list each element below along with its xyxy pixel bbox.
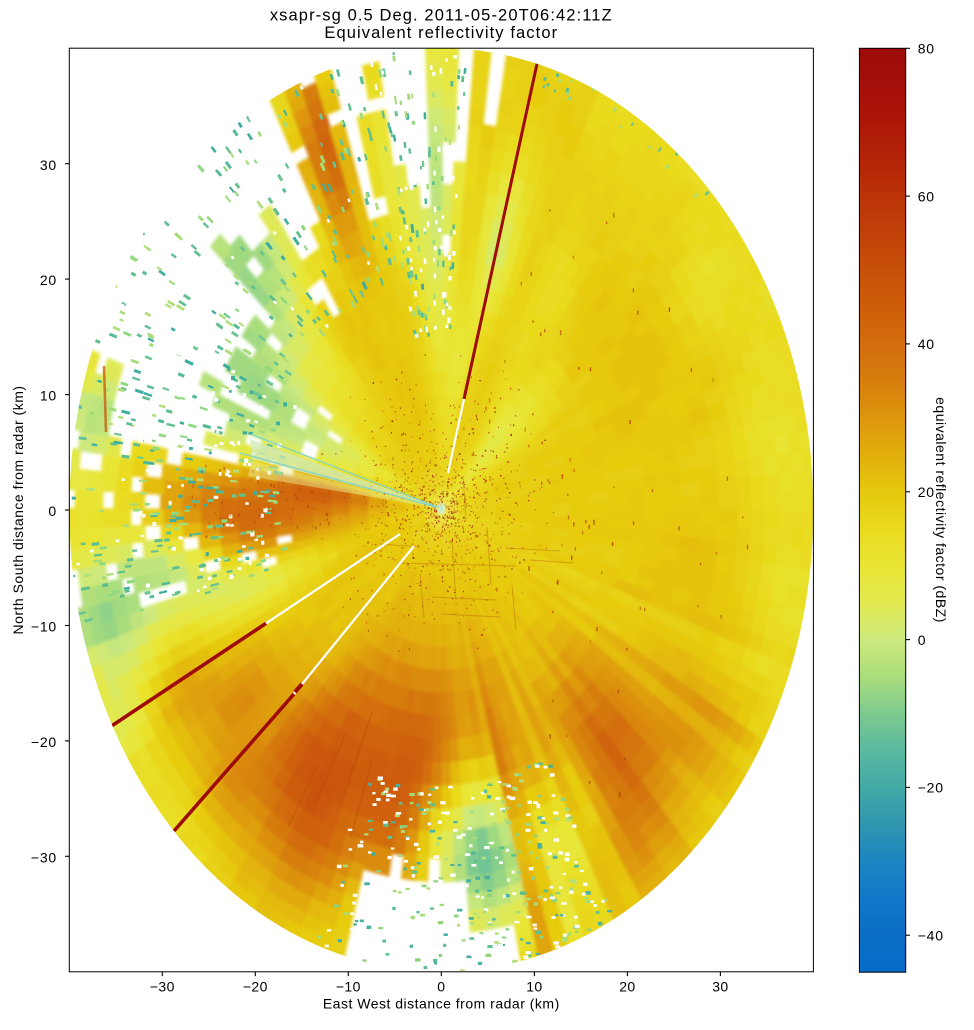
svg-text:20: 20 <box>619 979 635 995</box>
svg-text:20: 20 <box>918 484 935 500</box>
svg-text:−40: −40 <box>918 927 944 943</box>
svg-text:−30: −30 <box>150 979 175 995</box>
svg-text:−10: −10 <box>336 979 361 995</box>
svg-text:Equivalent reflectivity factor: Equivalent reflectivity factor <box>324 24 558 42</box>
svg-text:−30: −30 <box>31 849 57 865</box>
svg-text:0: 0 <box>437 979 445 995</box>
svg-text:xsapr-sg 0.5 Deg. 2011-05-20T0: xsapr-sg 0.5 Deg. 2011-05-20T06:42:11Z <box>270 7 613 25</box>
svg-text:40: 40 <box>918 336 935 352</box>
svg-text:0: 0 <box>918 632 927 648</box>
svg-text:80: 80 <box>918 41 935 57</box>
svg-text:−20: −20 <box>31 734 57 750</box>
svg-text:−20: −20 <box>918 780 944 796</box>
svg-text:30: 30 <box>712 979 728 995</box>
svg-text:30: 30 <box>40 157 57 173</box>
svg-text:10: 10 <box>40 388 57 404</box>
svg-text:60: 60 <box>918 188 935 204</box>
svg-text:East West distance from radar: East West distance from radar (km) <box>323 996 560 1012</box>
svg-text:−20: −20 <box>243 979 268 995</box>
svg-text:−10: −10 <box>31 619 57 635</box>
svg-text:North South distance from rada: North South distance from radar (km) <box>10 385 26 634</box>
svg-text:10: 10 <box>526 979 542 995</box>
svg-text:20: 20 <box>40 272 57 288</box>
svg-text:equivalent reflectivity factor: equivalent reflectivity factor (dBZ) <box>933 397 949 623</box>
svg-text:0: 0 <box>48 503 57 519</box>
